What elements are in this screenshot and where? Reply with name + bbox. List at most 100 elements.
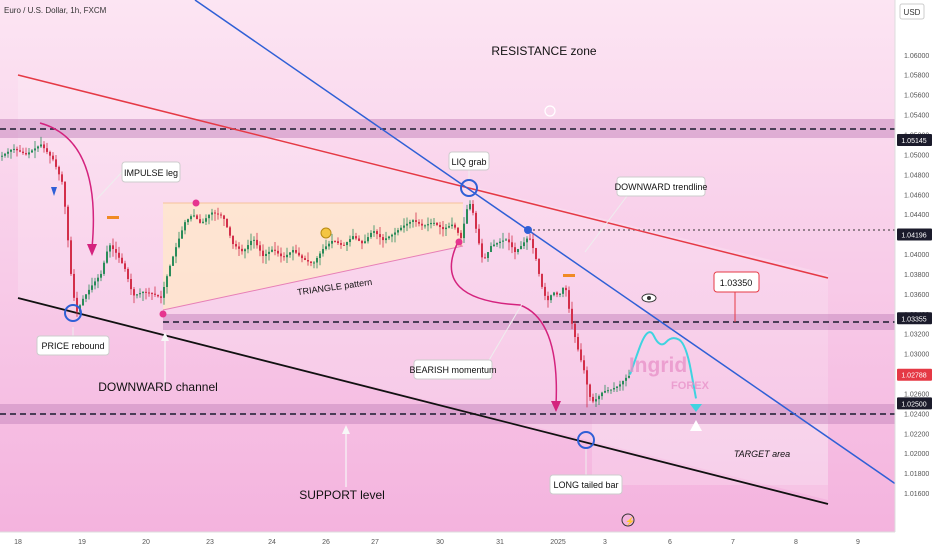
candle-body [139, 293, 141, 295]
impulse-leg-leader [95, 171, 123, 201]
candle-body [478, 228, 480, 244]
candle-body [85, 294, 87, 299]
price-callout-text: 1.03350 [720, 278, 753, 288]
time-tick-label: 20 [142, 539, 150, 546]
snail-icon [320, 227, 332, 239]
candle-body [217, 213, 219, 215]
candle-body [187, 219, 189, 223]
candle-body [583, 360, 585, 371]
candle-body [214, 212, 216, 214]
candle-body [115, 249, 117, 253]
candle-body [16, 148, 18, 151]
candle-body [307, 259, 309, 262]
candle-body [388, 236, 390, 239]
candle-body [433, 222, 435, 224]
price-tick-label: 1.05000 [904, 152, 929, 159]
candle-body [541, 273, 543, 287]
candle-body [568, 290, 570, 309]
annotation-bearish-text: BEARISH momentum [409, 365, 496, 375]
annotation-support: SUPPORT level [299, 488, 385, 502]
annotation-liq-text: LIQ grab [451, 157, 486, 167]
candle-body [76, 297, 78, 312]
candle-body [355, 236, 357, 239]
candle-body [298, 252, 300, 256]
candle-body [472, 203, 474, 213]
candle-body [202, 221, 204, 223]
candle-body [145, 291, 147, 293]
time-tick-label: 8 [794, 539, 798, 546]
candle-body [283, 256, 285, 258]
candle-body [340, 243, 342, 245]
candle-body [493, 244, 495, 247]
channel-pointer-arrowhead [161, 332, 169, 341]
candle-body [163, 287, 165, 298]
candle-body [394, 232, 396, 235]
candle-body [466, 209, 468, 224]
candle-body [328, 243, 330, 247]
price-tick-label: 1.01600 [904, 491, 929, 498]
price-tick-label: 1.02200 [904, 431, 929, 438]
currency-badge[interactable] [899, 3, 925, 20]
candle-body [19, 150, 21, 152]
candle-body [97, 277, 99, 282]
impulse-leg-arrowhead [87, 244, 97, 256]
candle-body [121, 257, 123, 264]
candle-body [523, 242, 525, 247]
annotation-channel: DOWNWARD channel [98, 380, 218, 394]
watermark-subtext: FOREX [671, 380, 710, 392]
candle-body [184, 222, 186, 231]
price-tick-label: 1.05800 [904, 73, 929, 80]
candle-body [172, 256, 174, 266]
candle-body [34, 148, 36, 151]
price-tick-label: 1.05400 [904, 113, 929, 120]
candle-body [346, 242, 348, 246]
projection-path [629, 331, 697, 399]
alert-clock-icon [544, 105, 556, 117]
candle-body [124, 263, 126, 269]
price-tick-label: 1.03600 [904, 292, 929, 299]
candle-body [286, 254, 288, 258]
candle-body [364, 241, 366, 244]
candle-body [370, 232, 372, 238]
annotation-longtail: LONG tailed bar [549, 474, 623, 495]
candle-body [559, 293, 561, 295]
candle-body [544, 286, 546, 296]
candle-body [223, 215, 225, 219]
candle-body [133, 289, 135, 296]
candle-body [325, 246, 327, 250]
candle-body [160, 296, 162, 298]
candle-body [607, 390, 609, 392]
candle-body [595, 399, 597, 402]
candle-body [436, 222, 438, 225]
candle-body [616, 386, 618, 388]
candle-body [379, 234, 381, 238]
candle-body [331, 240, 333, 244]
price-tick-label: 1.01800 [904, 471, 929, 478]
candle-body [142, 291, 144, 294]
bearish-momentum-arrowhead [551, 401, 561, 412]
candle-body [451, 224, 453, 227]
candle-body [481, 243, 483, 258]
annotation-bearish: BEARISH momentum [409, 359, 497, 380]
candle-body [256, 239, 258, 246]
candle-body [385, 238, 387, 241]
candle-body [535, 248, 537, 259]
candle-body [94, 281, 96, 286]
price-tags: 1.05145 1.04196 1.03355 1.02788 1.02500 [897, 133, 932, 410]
candle-body [301, 255, 303, 259]
triangle-lower-line [162, 245, 464, 311]
annotation-downtrend-text: DOWNWARD trendline [615, 182, 708, 192]
price-callout: 1.03350 [713, 271, 760, 293]
annotation-liq: LIQ grab [448, 151, 490, 171]
time-axis-panel[interactable] [0, 532, 895, 550]
time-tick-label: 19 [78, 539, 86, 546]
candle-body [199, 219, 201, 223]
annotation-rebound: PRICE rebound [36, 335, 110, 356]
candle-body [487, 252, 489, 259]
price-axis-panel[interactable] [895, 0, 932, 550]
price-tick-label: 1.04600 [904, 192, 929, 199]
candle-body [592, 396, 594, 402]
candle-body [562, 287, 564, 294]
candle-body [454, 224, 456, 228]
